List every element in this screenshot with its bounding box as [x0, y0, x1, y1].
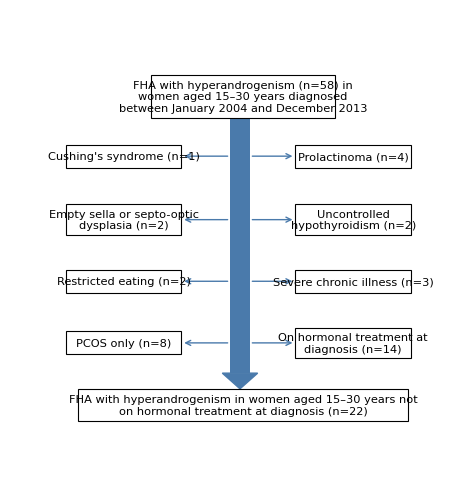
Text: On hormonal treatment at
diagnosis (n=14): On hormonal treatment at diagnosis (n=14… [278, 333, 428, 354]
Bar [78, 390, 408, 421]
Text: PCOS only (n=8): PCOS only (n=8) [76, 338, 171, 348]
Bar [295, 270, 411, 293]
Polygon shape [222, 373, 258, 389]
Bar [295, 205, 411, 236]
Text: Restricted eating (n=2): Restricted eating (n=2) [56, 277, 191, 287]
Bar [66, 205, 182, 236]
Bar [295, 145, 411, 168]
Text: FHA with hyperandrogenism (n=58) in
women aged 15–30 years diagnosed
between Jan: FHA with hyperandrogenism (n=58) in wome… [118, 81, 367, 114]
Bar [151, 76, 335, 119]
Text: Cushing's syndrome (n=1): Cushing's syndrome (n=1) [47, 152, 200, 162]
Text: Severe chronic illness (n=3): Severe chronic illness (n=3) [273, 277, 434, 287]
Text: Empty sella or septo-optic
dysplasia (n=2): Empty sella or septo-optic dysplasia (n=… [48, 210, 199, 231]
Bar [66, 270, 182, 293]
Text: FHA with hyperandrogenism in women aged 15–30 years not
on hormonal treatment at: FHA with hyperandrogenism in women aged … [69, 394, 417, 416]
Bar [295, 328, 411, 359]
Text: Prolactinoma (n=4): Prolactinoma (n=4) [298, 152, 409, 162]
Text: Uncontrolled
hypothyroidism (n=2): Uncontrolled hypothyroidism (n=2) [291, 210, 416, 231]
Bar [230, 119, 249, 373]
Bar [66, 145, 182, 168]
Bar [66, 332, 182, 355]
